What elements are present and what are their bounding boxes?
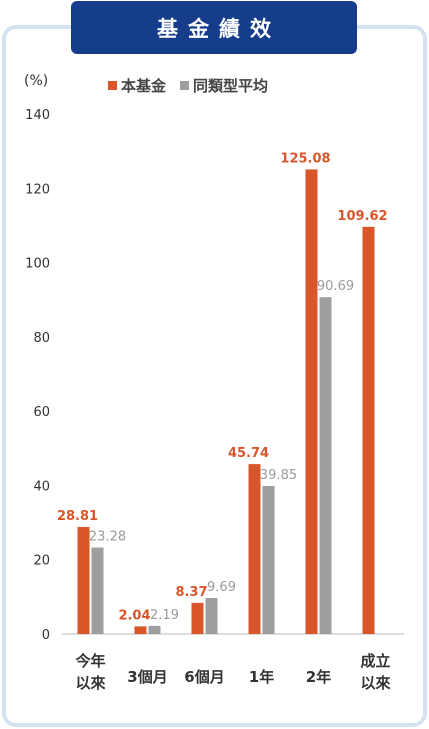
bar-peer [148,625,161,634]
data-label-fund: 28.81 [57,509,98,524]
data-label-peer: 39.85 [260,468,297,483]
x-tick-label: 今年 [74,652,105,670]
y-tick-label: 120 [25,182,50,197]
y-tick-label: 40 [33,479,50,494]
x-tick-label: 6個月 [184,668,224,686]
y-tick-label: 140 [25,108,50,123]
y-tick-label: 20 [33,554,50,569]
legend-label: 本基金 [121,77,167,95]
bar-peer [205,598,218,634]
x-tick-label: 成立 [360,652,390,670]
x-tick-label: 3個月 [127,668,167,686]
bar-fund [191,602,204,634]
bar-fund [362,226,375,634]
bar-peer [91,547,104,634]
legend-swatch [180,81,189,90]
x-tick-label: 2年 [306,668,331,686]
bar-peer [262,485,275,634]
x-tick-label: 1年 [249,668,274,686]
legend-label: 同類型平均 [193,77,268,95]
bar-peer [319,297,332,634]
legend-swatch [108,81,117,90]
y-unit-label: (%) [24,73,48,89]
bar-fund [134,626,147,634]
x-tick-label: 以來 [75,674,105,692]
y-tick-label: 100 [25,257,50,272]
bar-fund [305,169,318,634]
data-label-peer: 2.19 [150,608,179,623]
data-label-peer: 9.69 [207,580,236,595]
data-label-peer: 23.28 [89,530,126,545]
x-tick-label: 以來 [360,674,390,692]
data-label-fund: 2.04 [118,608,150,623]
y-tick-label: 80 [33,331,50,346]
data-label-fund: 125.08 [280,151,330,166]
y-tick-label: 60 [33,405,50,420]
bar-fund [77,526,90,634]
title-badge: 基金績效 [71,1,357,54]
y-tick-label: 0 [42,628,50,643]
data-label-fund: 45.74 [228,446,269,461]
data-label-fund: 109.62 [337,209,387,224]
data-label-peer: 90.69 [317,279,354,294]
bar-fund [248,464,261,634]
data-label-fund: 8.37 [175,585,207,600]
